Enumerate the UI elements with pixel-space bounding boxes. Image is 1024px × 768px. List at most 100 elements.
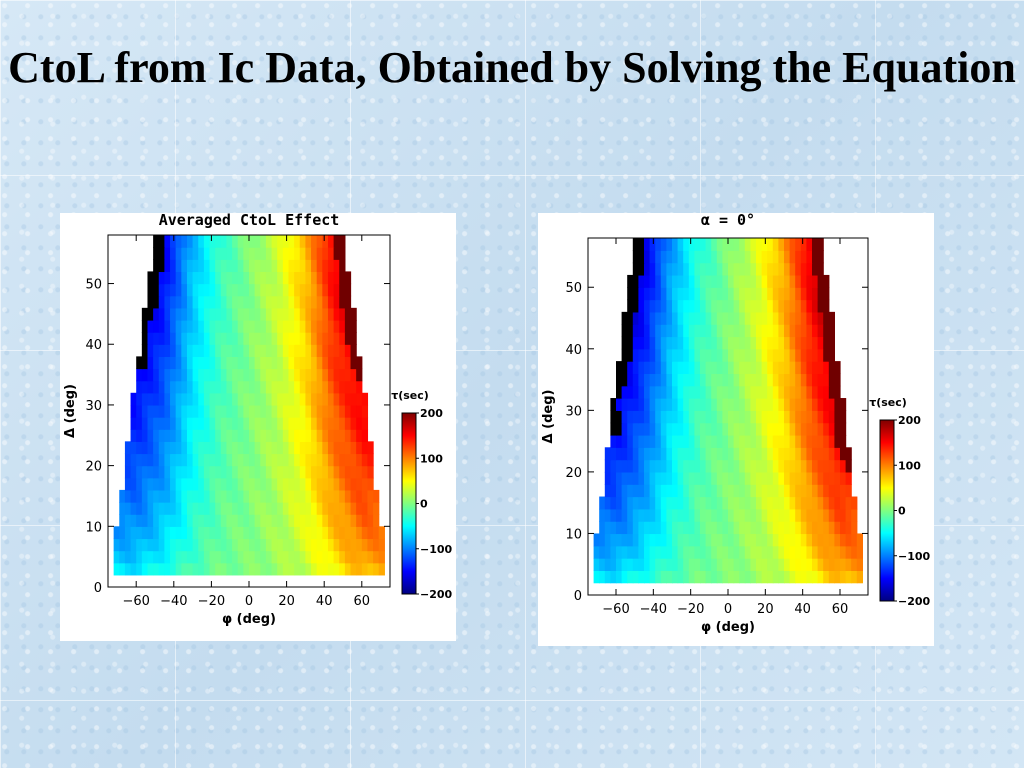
heatmap-cell	[823, 373, 830, 387]
heatmap-cell	[311, 502, 318, 515]
heatmap-cell	[249, 429, 256, 442]
heatmap-cell	[660, 398, 667, 411]
heatmap-cell	[638, 570, 645, 584]
heatmap-cell	[299, 404, 306, 418]
heatmap-cell	[778, 521, 785, 535]
heatmap-cell	[350, 380, 357, 394]
heatmap-cell	[817, 287, 824, 301]
heatmap-cell	[834, 373, 841, 387]
heatmap-cell	[812, 238, 819, 251]
heatmap-cell	[711, 459, 718, 473]
heatmap-panel-averaged: Averaged CtoL Effect −60 −40 −20 0 20 40 60 0 10 2…	[60, 213, 456, 641]
heatmap-cell	[700, 398, 707, 411]
heatmap-cell	[705, 434, 712, 448]
heatmap-cell	[339, 538, 346, 552]
heatmap-cell	[265, 307, 273, 321]
heatmap-cell	[722, 299, 729, 313]
heatmap-cell	[739, 558, 746, 571]
heatmap-cell	[610, 570, 617, 584]
heatmap-cell	[800, 496, 807, 510]
heatmap-cell	[806, 496, 813, 510]
heatmap-cell	[175, 235, 182, 248]
heatmap-cell	[153, 259, 160, 273]
heatmap-cell	[158, 404, 165, 418]
heatmap-cell	[856, 570, 863, 584]
heatmap-cell	[164, 368, 171, 382]
heatmap-cell	[288, 247, 295, 260]
heatmap-cell	[265, 319, 273, 333]
heatmap-cell	[778, 447, 785, 461]
heatmap-cell	[761, 348, 768, 362]
heatmap-cell	[203, 526, 211, 540]
heatmap-cell	[350, 356, 357, 370]
heatmap-cell	[361, 502, 369, 515]
heatmap-cell	[728, 336, 735, 350]
heatmap-cell	[856, 558, 863, 571]
heatmap-cell	[158, 356, 165, 370]
heatmap-cell	[232, 344, 239, 357]
heatmap-cell	[260, 344, 267, 357]
heatmap-cell	[186, 441, 194, 455]
heatmap-cell	[784, 422, 791, 436]
heatmap-cell	[327, 453, 335, 467]
heatmap-cell	[327, 404, 335, 418]
heatmap-cell	[373, 514, 380, 527]
heatmap-cell	[744, 299, 751, 313]
heatmap-cell	[851, 521, 858, 535]
heatmap-cell	[772, 238, 779, 251]
heatmap-cell	[806, 471, 813, 485]
heatmap-cell	[215, 392, 222, 406]
heatmap-cell	[147, 465, 154, 479]
heatmap-cell	[254, 562, 261, 576]
heatmap-cell	[677, 410, 684, 424]
heatmap-cell	[186, 404, 194, 418]
heatmap-cell	[232, 259, 239, 273]
heatmap-cell	[356, 526, 363, 540]
heatmap-cell	[677, 570, 684, 584]
heatmap-cell	[761, 398, 768, 411]
heatmap-cell	[215, 404, 222, 418]
heatmap-cell	[220, 526, 228, 540]
heatmap-cell	[237, 477, 244, 491]
heatmap-cell	[158, 344, 165, 357]
heatmap-cell	[649, 410, 656, 424]
heatmap-cell	[694, 238, 701, 251]
heatmap-cell	[158, 465, 165, 479]
heatmap-cell	[683, 558, 690, 571]
heatmap-cell	[767, 373, 774, 387]
heatmap-cell	[744, 570, 751, 584]
heatmap-cell	[181, 502, 188, 515]
heatmap-cell	[655, 434, 662, 448]
heatmap-cell	[198, 332, 205, 345]
heatmap-cell	[806, 533, 813, 547]
heatmap-cell	[711, 238, 718, 251]
heatmap-cell	[778, 311, 785, 325]
heatmap-cell	[817, 508, 824, 522]
heatmap-cell	[716, 385, 723, 399]
heatmap-cell	[593, 558, 600, 571]
heatmap-cell	[215, 417, 222, 430]
heatmap-cell	[660, 410, 667, 424]
heatmap-cell	[672, 274, 679, 288]
heatmap-cell	[130, 453, 137, 467]
heatmap-cell	[288, 453, 295, 467]
heatmap-cell	[711, 521, 718, 535]
heatmap-cell	[666, 373, 673, 387]
heatmap-cell	[237, 502, 244, 515]
heatmap-cell	[616, 422, 623, 436]
heatmap-cell	[339, 404, 346, 418]
heatmap-cell	[722, 570, 729, 584]
heatmap-cell	[789, 385, 796, 399]
heatmap-cell	[147, 502, 154, 515]
heatmap-cell	[845, 558, 852, 571]
heatmap-cell	[756, 287, 763, 301]
heatmap-cell	[660, 250, 667, 264]
heatmap-cell	[705, 373, 712, 387]
heatmap-cell	[672, 459, 679, 473]
heatmap-cell	[621, 324, 628, 338]
heatmap-cell	[750, 373, 757, 387]
heatmap-cell	[136, 502, 143, 515]
heatmap-cell	[215, 368, 222, 382]
heatmap-cell	[305, 283, 312, 297]
heatmap-cell	[254, 283, 261, 297]
